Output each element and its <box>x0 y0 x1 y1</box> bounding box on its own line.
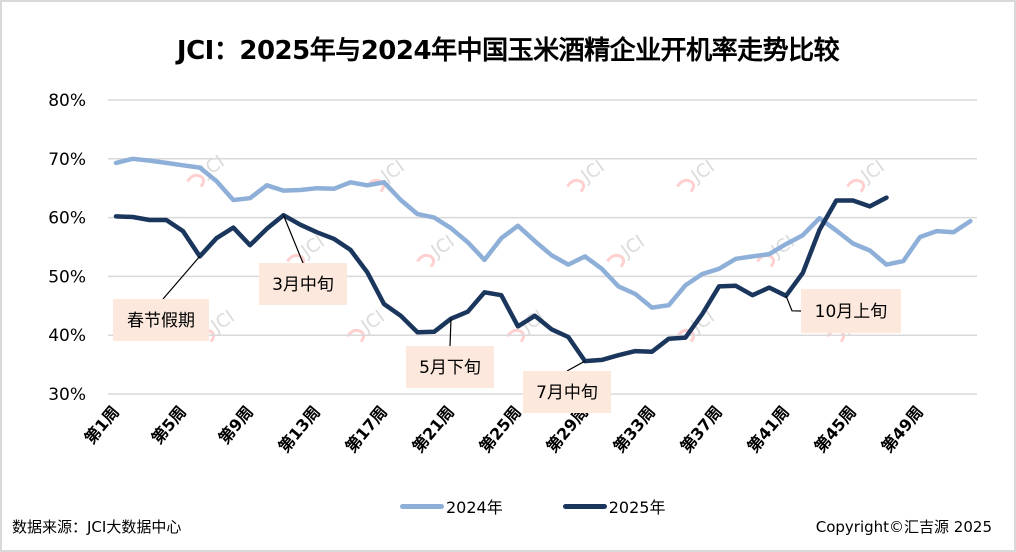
x-axis-ticks: 第1周 第5周 第9周 第13周 第17周 第21周 第25周 第29周 第33周 第37周 第41… <box>81 402 927 456</box>
annotation-leader <box>449 318 452 347</box>
annotation-box <box>406 346 494 388</box>
legend-item-2025[interactable]: 2025年 <box>562 494 666 518</box>
annotation-leader <box>282 215 304 264</box>
x-tick-label: 第9周 <box>215 402 257 447</box>
annotation-label: 10月上旬 <box>815 302 888 322</box>
x-tick-label: 第41周 <box>744 402 793 456</box>
annotation-box <box>259 263 347 305</box>
legend-swatch-2024 <box>400 503 444 509</box>
y-tick-label: 50% <box>48 267 86 287</box>
y-tick-label: 40% <box>48 326 86 346</box>
legend-label-2024: 2024年 <box>446 498 503 517</box>
watermark: JCI <box>606 231 649 268</box>
watermark: JCI <box>416 231 459 268</box>
legend-swatch-2025 <box>562 503 607 509</box>
legend: 2024年 2025年 <box>400 494 725 518</box>
x-tick-label: 第49周 <box>878 402 927 456</box>
y-tick-label: 80% <box>48 91 86 111</box>
x-tick-label: 第37周 <box>677 402 726 456</box>
x-tick-label: 第21周 <box>409 402 458 456</box>
x-tick-label: 第17周 <box>342 402 391 456</box>
legend-label-2025: 2025年 <box>608 498 666 517</box>
annotation-label: 春节假期 <box>127 311 195 331</box>
x-tick-label: 第25周 <box>476 402 525 456</box>
x-tick-label: 第13周 <box>275 402 324 456</box>
y-axis-ticks: 30% 40% 50% 60% 70% 80% <box>48 91 86 405</box>
watermark: JCI <box>676 156 719 193</box>
annotation-label: 5月下旬 <box>419 358 481 378</box>
annotation-label: 7月中旬 <box>536 383 598 403</box>
watermark: JCI <box>366 156 409 193</box>
copyright: Copyright©汇吉源 2025 <box>815 518 992 536</box>
series-line-2024年 <box>113 156 973 310</box>
y-tick-label: 70% <box>48 150 86 170</box>
annotation-box <box>801 289 901 333</box>
watermark: JCI <box>566 156 609 193</box>
y-tick-label: 30% <box>48 385 86 405</box>
x-tick-label: 第33周 <box>610 402 659 456</box>
annotation-leader <box>566 360 586 372</box>
x-tick-label: 第5周 <box>148 402 190 447</box>
annotation-label: 3月中旬 <box>272 275 334 295</box>
x-tick-label: 第45周 <box>811 402 860 456</box>
watermark: JCI <box>846 156 889 193</box>
watermark: JCI <box>346 306 389 343</box>
annotations: 春节假期 3月中旬 5月下旬 7月中旬 10月上旬 <box>113 215 901 413</box>
series-lines <box>113 156 973 364</box>
data-source: 数据来源：JCI大数据中心 <box>12 518 182 536</box>
annotation-leader <box>162 256 201 300</box>
annotation-leader <box>785 295 802 312</box>
chart-title: JCI：2025年与2024年中国玉米酒精企业开机率走势比较 <box>176 36 840 66</box>
annotation-box <box>113 299 209 341</box>
annotation-box <box>523 371 611 413</box>
series-line-2025年 <box>113 195 889 364</box>
legend-item-2024[interactable]: 2024年 <box>400 494 503 518</box>
y-tick-label: 60% <box>48 209 86 229</box>
x-tick-label: 第1周 <box>81 402 123 447</box>
